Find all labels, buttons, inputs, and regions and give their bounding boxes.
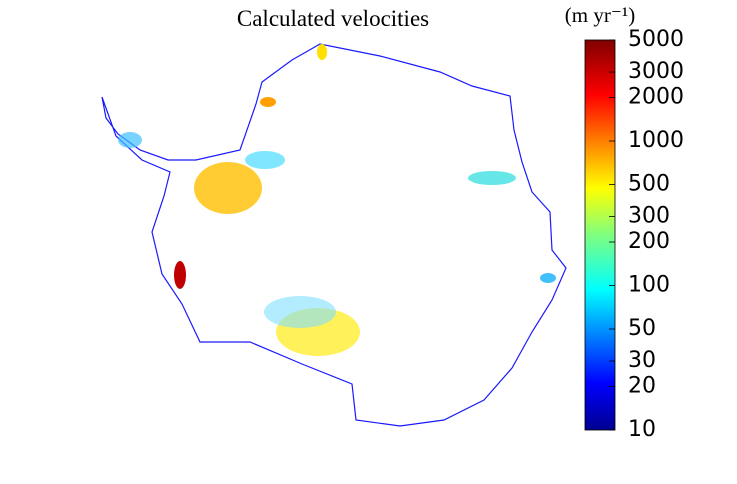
colorbar-tick-label: 10 — [628, 417, 656, 442]
colorbar-tick-label: 100 — [628, 273, 670, 298]
flow-region — [540, 273, 556, 283]
flow-region — [260, 97, 276, 107]
colorbar-tick-label: 300 — [628, 204, 670, 229]
colorbar-tick-label: 200 — [628, 229, 670, 254]
flow-region — [194, 162, 262, 214]
colorbar-tick-label: 1000 — [628, 128, 684, 153]
map — [101, 43, 567, 427]
colorbar-tick-label: 3000 — [628, 59, 684, 84]
flow-region — [264, 296, 336, 328]
colorbar-label: (m yr⁻¹) — [565, 3, 635, 27]
continent-outline — [101, 43, 567, 427]
flow-region — [245, 151, 285, 169]
flow-region — [468, 171, 516, 185]
flow-region — [317, 44, 327, 60]
flow-region — [118, 132, 142, 148]
colorbar-tick-label: 500 — [628, 171, 670, 196]
flow-region — [174, 261, 186, 289]
colorbar — [584, 39, 616, 431]
colorbar-tick-label: 5000 — [628, 27, 684, 52]
colorbar-tick-label: 30 — [628, 348, 656, 373]
colorbar-tick-label: 50 — [628, 316, 656, 341]
colorbar-tick-label: 20 — [628, 374, 656, 399]
colorbar-tick-label: 2000 — [628, 85, 684, 110]
title: Calculated velocities — [237, 6, 429, 31]
